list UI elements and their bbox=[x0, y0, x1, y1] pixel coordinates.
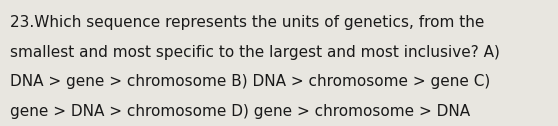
Text: smallest and most specific to the largest and most inclusive? A): smallest and most specific to the larges… bbox=[10, 45, 500, 60]
Text: DNA > gene > chromosome B) DNA > chromosome > gene C): DNA > gene > chromosome B) DNA > chromos… bbox=[10, 74, 490, 89]
Text: gene > DNA > chromosome D) gene > chromosome > DNA: gene > DNA > chromosome D) gene > chromo… bbox=[10, 104, 470, 119]
Text: 23.Which sequence represents the units of genetics, from the: 23.Which sequence represents the units o… bbox=[10, 15, 484, 30]
